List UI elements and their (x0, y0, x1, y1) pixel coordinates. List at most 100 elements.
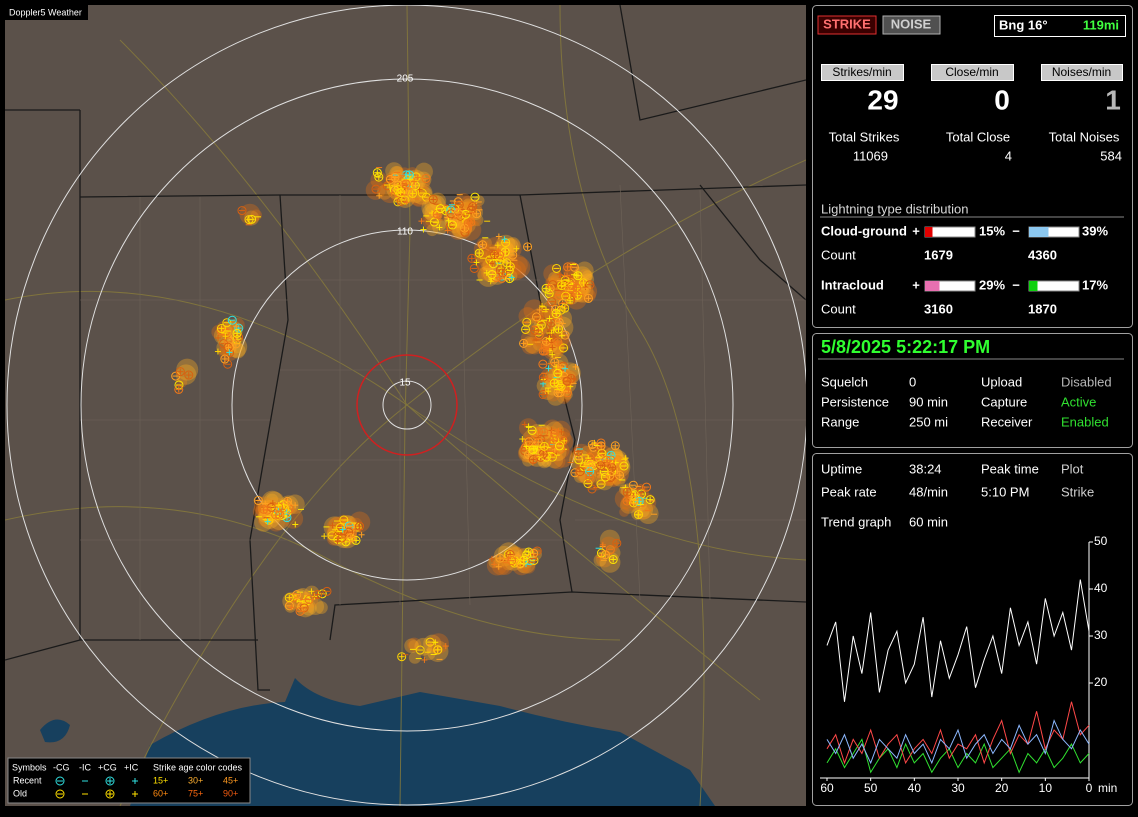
strike-symbol (494, 242, 501, 249)
strike-button[interactable] (817, 15, 877, 35)
symbol-ring (523, 242, 533, 252)
symbol-ring (528, 445, 538, 455)
strike-density (482, 259, 495, 272)
strike-symbol (414, 174, 421, 181)
strike-symbol (573, 271, 583, 281)
noise-button[interactable] (882, 15, 941, 35)
symbol-ring (563, 262, 573, 272)
strike-symbol (232, 328, 242, 338)
strike-symbol (645, 495, 655, 505)
symbol-ring (259, 504, 269, 514)
strike-density (461, 195, 474, 209)
symbol-ring (547, 452, 557, 462)
symbol-ring (605, 545, 615, 555)
strike-symbol (561, 437, 568, 444)
symbol-ring (521, 324, 531, 334)
symbol-ring (585, 461, 595, 471)
x-tick-label: 50 (864, 781, 878, 795)
symbol-ring (371, 184, 381, 194)
strike-symbol (471, 200, 478, 207)
count: 4360 (1028, 247, 1057, 262)
strike-symbol (562, 388, 572, 398)
symbol-ring (559, 343, 569, 353)
strike-symbol (558, 428, 565, 435)
sign: − (1012, 223, 1020, 238)
symbol-ring (547, 297, 557, 307)
strike-symbol (524, 547, 534, 557)
strike-symbol (495, 256, 505, 266)
trend-line (826, 719, 1090, 765)
strike-symbol (549, 344, 556, 351)
strike-symbol (308, 588, 315, 595)
strike-symbol (473, 259, 480, 266)
strike-symbol (596, 461, 606, 471)
strike-symbol (557, 281, 567, 291)
symbol-ring (447, 220, 457, 230)
strike-symbol (495, 553, 505, 563)
strike-symbol (600, 472, 610, 482)
symbol-ring (400, 195, 410, 205)
strike-symbol (277, 503, 284, 510)
strike-symbol (546, 335, 553, 342)
strike-symbol (468, 202, 478, 212)
strike-symbol (495, 563, 502, 570)
symbol-ring (435, 204, 445, 214)
strike-symbol (505, 555, 512, 562)
y-tick-label: 40 (1094, 581, 1108, 595)
status-cell: Persistence (821, 394, 889, 409)
strike-symbol (538, 372, 548, 382)
strike-symbol (540, 380, 547, 387)
symbol-ring (433, 645, 443, 655)
strike-symbol (275, 510, 285, 520)
stat-cell: 5:10 PM (981, 484, 1029, 499)
strike-symbol (583, 293, 593, 303)
strike-symbol (321, 533, 328, 540)
symbol-ring (606, 455, 616, 465)
symbol-ring (628, 480, 638, 490)
symbol-ring (355, 521, 365, 531)
gulf (130, 678, 715, 806)
trend-line (826, 701, 1090, 765)
symbol-ring (220, 354, 230, 364)
strike-symbol (428, 194, 438, 204)
strike-symbol (401, 179, 411, 189)
age-code: 45+ (223, 775, 238, 785)
strike-symbol (585, 461, 595, 471)
stat-cell: 48/min (909, 484, 948, 499)
strike-symbol (501, 238, 511, 248)
strike-symbol (523, 242, 533, 252)
strike-symbol (445, 217, 452, 224)
symbol-ring (549, 378, 559, 388)
strike-symbol (329, 522, 336, 529)
strike-symbol (600, 550, 610, 560)
strike-symbol (470, 192, 480, 202)
symbol-ring (222, 318, 232, 328)
strike-symbol (570, 468, 580, 478)
ring-label: 205 (397, 74, 414, 85)
strike-symbol (567, 281, 577, 291)
bar-fill (925, 227, 933, 237)
symbol-ring (428, 194, 438, 204)
rate-label: Close/min (945, 65, 998, 79)
strike-symbol (495, 247, 502, 254)
map-title: Doppler5 Weather (9, 7, 82, 17)
strike-symbol (550, 326, 557, 333)
strike-symbol (524, 450, 534, 460)
percent: 15% (979, 223, 1005, 238)
strike-density (426, 224, 439, 237)
symbol-ring (600, 550, 610, 560)
symbol-ring (553, 324, 563, 334)
strike-density (582, 270, 594, 282)
strike-symbol (587, 440, 597, 450)
symbol-ring (313, 590, 323, 600)
strike-symbol (264, 518, 271, 525)
symbol-ring (344, 527, 354, 537)
symbol-ring (283, 496, 293, 506)
strike-symbol (528, 445, 538, 455)
symbol-ring (642, 482, 652, 492)
strike-symbol (453, 208, 463, 218)
strike-density (424, 194, 446, 216)
symbol-ring (401, 179, 411, 189)
strike-symbol (358, 531, 365, 538)
count: 1679 (924, 247, 953, 262)
